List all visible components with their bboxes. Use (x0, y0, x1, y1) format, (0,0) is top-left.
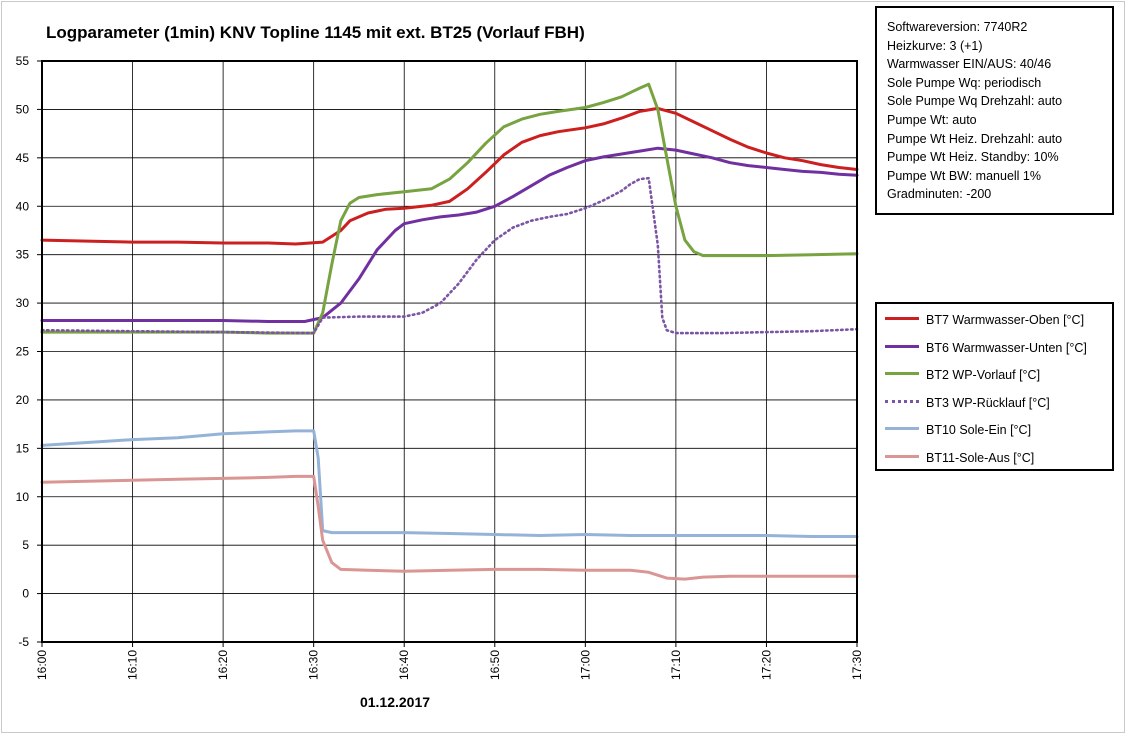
x-tick-label: 17:30 (850, 650, 864, 680)
y-tick-label: -5 (18, 635, 29, 649)
y-tick-label: 5 (22, 538, 29, 552)
legend-item-bt2: BT2 WP-Vorlauf [°C] (885, 366, 1113, 386)
x-tick-label: 16:00 (35, 650, 49, 680)
y-tick-label: 20 (16, 393, 30, 407)
info-brine-pump-speed: Sole Pumpe Wq Drehzahl: auto (887, 94, 1063, 109)
x-tick-label: 17:20 (759, 650, 773, 680)
y-tick-label: 35 (16, 248, 30, 262)
gridlines (42, 60, 857, 643)
x-tick-label: 17:00 (578, 650, 592, 680)
y-tick-label: 10 (16, 490, 30, 504)
legend-swatch-bt2 (885, 372, 919, 375)
info-heating-curve: Heizkurve: 3 (+1) (887, 38, 983, 53)
series-line-bt2 (40, 82, 859, 335)
series-line-bt6 (40, 146, 859, 323)
legend-label-bt6: BT6 Warmwasser-Unten [°C] (926, 340, 1087, 355)
x-tick-label: 17:10 (669, 650, 683, 680)
y-tick-label: 50 (16, 102, 30, 116)
y-axis: -5 0 5 10 15 20 25 30 35 40 45 50 55 (16, 54, 42, 649)
legend-label-bt2: BT2 WP-Vorlauf [°C] (926, 368, 1041, 382)
y-tick-label: 40 (16, 199, 30, 213)
legend-swatch-bt10 (885, 427, 919, 430)
y-tick-label: 25 (16, 345, 30, 359)
info-box: Softwareversion: 7740R2 Heizkurve: 3 (+1… (875, 6, 1114, 215)
chart-title: Logparameter (1min) KNV Topline 1145 mit… (46, 23, 585, 42)
x-tick-label: 16:20 (216, 650, 230, 680)
y-tick-label: 55 (16, 54, 30, 68)
info-software-version: Softwareversion: 7740R2 (887, 20, 1028, 34)
legend-item-bt6: BT6 Warmwasser-Unten [°C] (885, 339, 1113, 359)
x-tick-label: 16:10 (126, 650, 140, 680)
series-line-bt7 (40, 106, 859, 246)
plot-area-border (41, 60, 858, 643)
x-tick-label: 16:30 (307, 650, 321, 680)
legend-swatch-bt7 (885, 317, 919, 320)
info-brine-pump-mode: Sole Pumpe Wq: periodisch (887, 75, 1042, 90)
y-tick-label: 45 (16, 151, 30, 165)
legend-swatch-bt6 (885, 344, 919, 348)
y-tick-label: 0 (22, 587, 29, 601)
series-line-bt3 (40, 176, 859, 335)
series-line-bt10 (40, 429, 859, 538)
legend-swatch-bt3 (885, 399, 919, 403)
info-pump-wt-heating-speed: Pumpe Wt Heiz. Drehzahl: auto (887, 131, 1063, 146)
series-line-bt11 (40, 474, 859, 581)
info-pump-wt: Pumpe Wt: auto (887, 112, 977, 127)
legend-item-bt11: BT11-Sole-Aus [°C] (885, 449, 1113, 469)
legend-item-bt7: BT7 Warmwasser-Oben [°C] (885, 311, 1113, 331)
info-pump-wt-bw: Pumpe Wt BW: manuell 1% (887, 168, 1041, 183)
x-tick-label: 16:40 (397, 650, 411, 680)
legend-label-bt3: BT3 WP-Rücklauf [°C] (926, 395, 1050, 410)
info-pump-wt-heating-standby: Pumpe Wt Heiz. Standby: 10% (887, 150, 1059, 165)
legend-item-bt3: BT3 WP-Rücklauf [°C] (885, 394, 1113, 414)
x-axis: 16:00 16:10 16:20 16:30 16:40 16:50 17:00 17:10… (35, 642, 864, 680)
x-tick-label: 16:50 (488, 650, 502, 680)
info-warm-water-on-off: Warmwasser EIN/AUS: 40/46 (887, 57, 1052, 72)
legend: BT7 Warmwasser-Oben [°C] BT6 Warmwasser-… (875, 302, 1114, 471)
legend-swatch-bt11 (885, 454, 919, 458)
x-axis-label: 01.12.2017 (360, 694, 430, 710)
y-tick-label: 15 (16, 441, 30, 455)
series-layer (40, 82, 859, 581)
legend-item-bt10: BT10 Sole-Ein [°C] (885, 421, 1113, 441)
legend-label-bt7: BT7 Warmwasser-Oben [°C] (926, 313, 1085, 327)
legend-label-bt11: BT11-Sole-Aus [°C] (926, 450, 1035, 465)
y-tick-label: 30 (16, 296, 30, 310)
info-degree-minutes: Gradminuten: -200 (887, 187, 992, 202)
legend-label-bt10: BT10 Sole-Ein [°C] (926, 423, 1032, 437)
